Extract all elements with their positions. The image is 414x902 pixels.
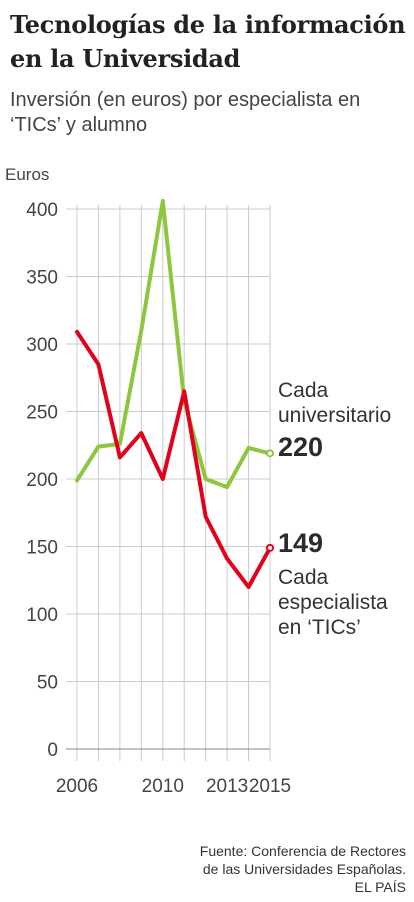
y-tick-label: 350 [26,268,58,289]
y-tick-label: 400 [26,200,58,221]
y-tick-label: 200 [26,470,58,491]
series-lines [75,198,274,589]
x-tick-label: 2013 [206,776,248,797]
y-tick-label: 50 [37,673,58,694]
source-note: Fuente: Conferencia de Rectores de las U… [200,842,406,896]
series-label-especialista: especialista [278,591,388,614]
chart-subtitle: Inversión (en euros) por especialista en… [10,89,361,136]
y-axis-label: Euros [5,165,49,184]
series-line-especialista [75,329,272,589]
series-label-universitario: universitario [278,404,391,427]
x-tick-label: 2015 [249,776,291,797]
series-annotations: Cadauniversitario220149Cadaespecialistae… [278,379,391,639]
end-value-especialista: 149 [278,528,323,558]
x-tick-label: 2006 [56,776,98,797]
series-label-especialista: Cada [278,566,329,589]
source-line-1: Fuente: Conferencia de Rectores [199,843,406,859]
series-label-universitario: Cada [278,379,329,402]
y-tick-label: 150 [26,538,58,559]
series-line-universitario [75,198,272,490]
x-tick-label: 2010 [142,776,184,797]
end-marker-universitario [266,449,274,458]
y-tick-label: 300 [26,335,58,356]
series-label-especialista: en ‘TICs’ [278,616,361,639]
end-marker-especialista [266,543,274,552]
end-value-universitario: 220 [278,432,323,462]
grid [66,205,271,761]
y-tick-label: 100 [26,605,58,626]
y-tick-label: 250 [26,403,58,424]
source-line-3: EL PAÍS [354,879,406,895]
chart-title: Tecnologías de la información en la Univ… [10,10,406,73]
axes: 0 50 100 150 200 250 300 350 400 Euros 2006 2010 201… [5,165,291,797]
y-tick-label: 0 [47,740,58,761]
source-line-2: de las Universidades Españolas. [202,861,406,877]
